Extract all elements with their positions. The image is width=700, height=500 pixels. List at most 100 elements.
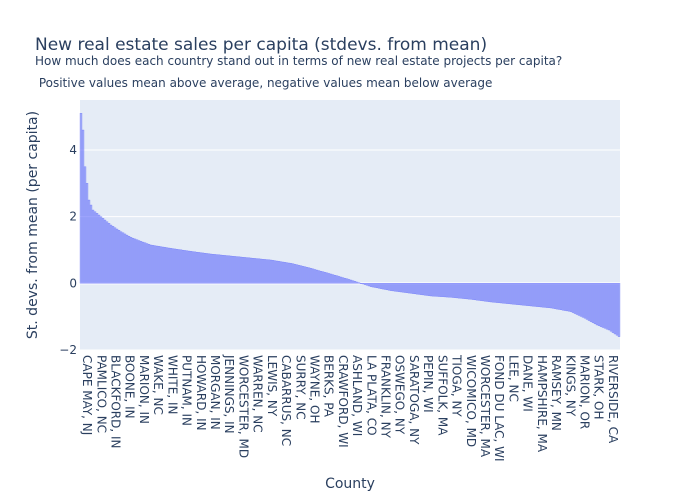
bar xyxy=(245,257,249,284)
bar xyxy=(257,258,261,284)
bar xyxy=(463,283,467,299)
bar xyxy=(493,283,497,303)
x-tick-label: STARK, OH xyxy=(592,355,606,420)
bar xyxy=(575,283,579,315)
bar xyxy=(143,242,147,284)
bar xyxy=(281,261,285,284)
x-tick-label: CABARRUS, NC xyxy=(279,355,293,446)
bar xyxy=(309,268,313,284)
x-tick-label: WHITE, IN xyxy=(165,355,179,414)
bar xyxy=(465,283,469,300)
bar xyxy=(599,283,603,327)
bar xyxy=(259,258,263,284)
bar xyxy=(241,257,245,284)
bar xyxy=(559,283,563,310)
bar xyxy=(483,283,487,302)
x-tick-label: ASHLAND, WI xyxy=(350,355,364,436)
plot-area xyxy=(80,100,620,350)
bar xyxy=(587,283,591,321)
bar xyxy=(503,283,507,304)
x-tick-label: OSWEGO, NY xyxy=(393,355,407,435)
bar xyxy=(289,263,293,284)
bar xyxy=(313,269,317,284)
bar xyxy=(533,283,537,307)
y-axis-title: St. devs. from mean (per capita) xyxy=(25,111,41,339)
bar xyxy=(393,283,397,292)
bar xyxy=(299,265,303,284)
bar xyxy=(225,255,229,284)
bar xyxy=(89,204,93,284)
bar xyxy=(97,214,101,284)
bar xyxy=(293,264,297,284)
bar xyxy=(399,283,403,293)
bar xyxy=(193,251,197,284)
x-tick-label: CRAWFORD, WI xyxy=(336,355,350,448)
bar xyxy=(279,261,283,284)
bar xyxy=(105,221,109,284)
bar xyxy=(353,281,357,284)
bar xyxy=(371,283,375,288)
y-tick-label: 0 xyxy=(69,276,77,290)
bar xyxy=(185,250,189,284)
bar xyxy=(561,283,565,311)
bar xyxy=(549,283,553,309)
bar xyxy=(593,283,597,325)
bar xyxy=(187,250,191,284)
bar xyxy=(425,283,429,296)
bar xyxy=(541,283,545,308)
x-tick-label: WAYNE, OH xyxy=(307,355,321,423)
bar xyxy=(597,283,601,326)
bars xyxy=(79,113,621,337)
x-tick-label: DANE, WI xyxy=(521,355,535,412)
bar xyxy=(81,129,85,284)
x-tick-label: KINGS, NY xyxy=(563,355,577,417)
bar xyxy=(169,248,173,284)
bar xyxy=(499,283,503,304)
bar xyxy=(515,283,519,305)
y-tick-labels: −2 0 2 4 xyxy=(59,143,77,357)
bar xyxy=(221,255,225,284)
bar xyxy=(137,240,141,284)
bar xyxy=(381,283,385,290)
bar xyxy=(127,236,131,284)
x-tick-label: RIVERSIDE, CA xyxy=(606,355,620,444)
bar xyxy=(513,283,517,305)
x-tick-label: WARREN, NC xyxy=(251,355,265,433)
bar xyxy=(171,248,175,284)
bar xyxy=(83,166,87,284)
bar xyxy=(433,283,437,297)
bar xyxy=(405,283,409,293)
bar xyxy=(227,255,231,284)
bar xyxy=(601,283,605,328)
x-tick-label: SUFFOLK, MA xyxy=(435,355,449,436)
bar xyxy=(569,283,573,312)
x-tick-label: PUTNAM, IN xyxy=(180,355,194,426)
bar xyxy=(223,255,227,284)
bar xyxy=(307,267,311,284)
bar xyxy=(115,228,119,284)
bar xyxy=(501,283,505,304)
bar xyxy=(215,254,219,284)
bar xyxy=(563,283,567,311)
bar xyxy=(437,283,441,297)
x-axis-title: County xyxy=(325,476,375,492)
bar xyxy=(285,262,289,284)
bar xyxy=(603,283,607,329)
bar xyxy=(535,283,539,307)
x-tick-label: WICOMICO, MD xyxy=(464,355,478,447)
bar xyxy=(275,260,279,284)
bar xyxy=(529,283,533,307)
bar xyxy=(315,269,319,284)
bar xyxy=(191,251,195,284)
bar xyxy=(453,283,457,298)
bar xyxy=(505,283,509,304)
bar xyxy=(119,231,123,284)
bar xyxy=(333,275,337,284)
bar xyxy=(357,282,361,284)
bar xyxy=(401,283,405,293)
bar xyxy=(573,283,577,314)
bar xyxy=(565,283,569,312)
bar xyxy=(277,261,281,284)
x-tick-label: WAKE, NC xyxy=(151,355,165,415)
bar xyxy=(421,283,425,296)
